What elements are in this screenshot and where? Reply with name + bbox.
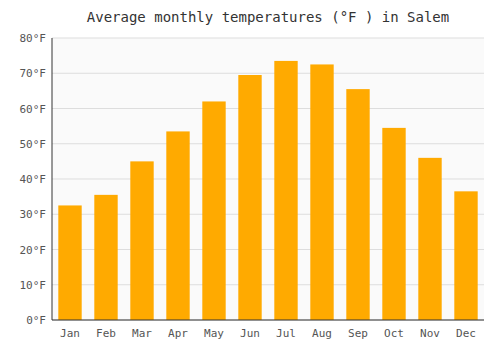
x-tick-label: Dec [456, 327, 476, 340]
bar [94, 195, 117, 320]
bar [130, 161, 153, 320]
bar [418, 158, 441, 320]
page: {"chart_data": {"type": "bar", "title": … [0, 0, 500, 350]
grid-line [52, 143, 484, 144]
bar [202, 101, 225, 320]
x-tick-label: Feb [96, 327, 116, 340]
x-tick-label: Oct [384, 327, 404, 340]
y-tick-label: 0°F [26, 314, 46, 327]
x-tick-label: May [204, 327, 224, 340]
y-tick-label: 20°F [20, 244, 47, 257]
x-tick-label: Nov [420, 327, 440, 340]
y-tick-label: 70°F [20, 67, 47, 80]
y-tick-label: 50°F [20, 138, 47, 151]
grid-line [52, 108, 484, 109]
chart-container: 0°F 10°F 20°F 30°F 40°F 50°F 60°F 70°F 80°F Jan Fe… [0, 0, 500, 350]
x-tick-label: Apr [168, 327, 188, 340]
y-tick-label: 80°F [20, 32, 47, 45]
y-tick-label: 30°F [20, 208, 47, 221]
bar [346, 89, 369, 320]
y-tick-label: 60°F [20, 103, 47, 116]
x-tick-label: Jul [276, 327, 296, 340]
x-axis-line [52, 320, 484, 321]
bar [382, 128, 405, 320]
grid-line [52, 73, 484, 74]
chart-svg: 0°F 10°F 20°F 30°F 40°F 50°F 60°F 70°F 80°F Jan Fe… [0, 0, 500, 350]
y-tick-label: 10°F [20, 279, 47, 292]
plot-background [52, 38, 484, 320]
y-axis-line [52, 38, 53, 320]
y-tick-label: 40°F [20, 173, 47, 186]
bars [58, 61, 477, 320]
x-tick-label: Mar [132, 327, 152, 340]
bar [310, 64, 333, 320]
bar [238, 75, 261, 320]
grid-line [52, 320, 484, 321]
bar [166, 131, 189, 320]
chart-title: Average monthly temperatures (°F ) in Sa… [87, 9, 449, 25]
x-tick-label: Sep [348, 327, 368, 340]
bar [58, 205, 81, 320]
x-tick-label: Aug [312, 327, 332, 340]
bar [454, 191, 477, 320]
x-tick-label: Jan [60, 327, 80, 340]
bar [274, 61, 297, 320]
grid-line [52, 38, 484, 39]
x-tick-label: Jun [240, 327, 260, 340]
